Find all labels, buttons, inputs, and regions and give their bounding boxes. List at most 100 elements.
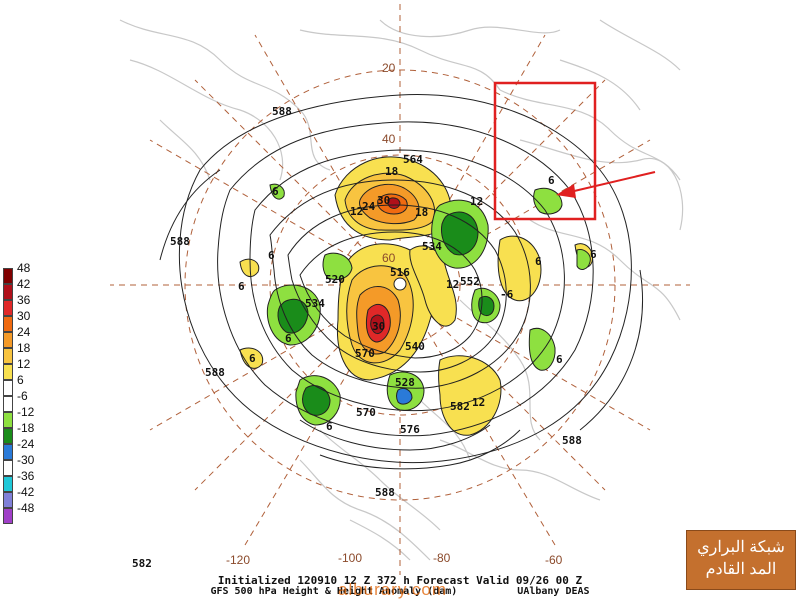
legend-swatch [3, 444, 13, 460]
legend-swatch [3, 300, 13, 316]
anomaly-label: -6 [500, 288, 514, 301]
legend-swatch [3, 380, 13, 396]
legend-row: 24 [3, 325, 63, 348]
legend-swatch [3, 268, 13, 284]
legend-row: 12 [3, 357, 63, 380]
height-label: 582 [450, 400, 470, 413]
anomaly-label: 18 [415, 206, 428, 219]
lat-label-20: 20 [382, 61, 396, 75]
legend-label: 30 [17, 309, 31, 323]
highlight-box [493, 81, 597, 221]
anomaly-label: 6 [272, 185, 279, 198]
legend-swatch [3, 428, 13, 444]
lon-label-80: -80 [433, 551, 451, 565]
legend-swatch [3, 364, 13, 380]
legend-label: 18 [17, 341, 31, 355]
color-legend: 48 42 36 30 24 18 12 6 -6 -12 -18 -24 -30 -36 -42 -48 [3, 261, 63, 524]
anomaly-label: 24 [362, 200, 376, 213]
legend-swatch [3, 348, 13, 364]
height-label: 588 [375, 486, 395, 499]
anomaly-label: 30 [377, 194, 390, 207]
height-label: 528 [395, 376, 415, 389]
brand-line1: شبكة البراري [697, 539, 785, 556]
legend-label: -24 [17, 437, 35, 451]
legend-label: 6 [17, 373, 24, 387]
height-label: 570 [355, 347, 375, 360]
height-label: 582 [132, 557, 152, 570]
legend-label: 42 [17, 277, 31, 291]
anomaly-label: 6 [249, 352, 256, 365]
anomaly-label: 18 [385, 165, 398, 178]
anomaly-label: 6 [590, 248, 597, 261]
legend-label: -48 [17, 501, 35, 515]
height-label: 564 [403, 153, 423, 166]
legend-swatch [3, 508, 13, 524]
brand-line2: المد القادم [705, 561, 777, 578]
height-label: 570 [356, 406, 376, 419]
anomaly-label: 6 [268, 249, 275, 262]
legend-swatch [3, 332, 13, 348]
forecast-init-line: Initialized 120910 12 Z 372 h Forecast V… [217, 574, 583, 587]
brand-logo: شبكة البراري المد القادم [686, 530, 796, 590]
legend-label: 24 [17, 325, 31, 339]
legend-row: -24 [3, 437, 63, 460]
height-label: 520 [325, 273, 345, 286]
pole-marker [393, 277, 407, 291]
height-label: 534 [305, 297, 325, 310]
legend-row: 18 [3, 341, 63, 364]
anomaly-label: 6 [285, 332, 292, 345]
anomaly-fills [239, 156, 594, 436]
legend-swatch [3, 476, 13, 492]
legend-row: 6 [3, 373, 63, 396]
lat-label-60: 60 [382, 251, 396, 265]
legend-row: -12 [3, 405, 63, 428]
height-label: 576 [400, 423, 420, 436]
anomaly-label: 12 [470, 195, 483, 208]
product-title: GFS 500 hPa Height & Height Anomaly (dam… [210, 586, 458, 597]
legend-swatch [3, 412, 13, 428]
lon-label-60: -60 [545, 553, 563, 567]
anomaly-label: 6 [548, 174, 555, 187]
product-line: GFS 500 hPa Height & Height Anomaly (dam… [0, 586, 800, 597]
height-label: 588 [272, 105, 292, 118]
legend-label: -30 [17, 453, 35, 467]
positive-anomaly-south [438, 355, 502, 436]
legend-row: 30 [3, 309, 63, 332]
legend-swatch [3, 396, 13, 412]
legend-row: 36 [3, 293, 63, 316]
red-arrow [556, 171, 656, 198]
legend-row: -42 [3, 485, 63, 508]
legend-swatch [3, 284, 13, 300]
legend-swatch [3, 316, 13, 332]
height-label: 516 [390, 266, 410, 279]
anomaly-label: 6 [326, 420, 333, 433]
legend-row: -18 [3, 421, 63, 444]
height-label: 552 [460, 275, 480, 288]
anomaly-label: 6 [535, 255, 542, 268]
anomaly-label: 30 [372, 320, 385, 333]
legend-row: 42 [3, 277, 63, 300]
coastlines [119, 19, 684, 561]
legend-swatch [3, 460, 13, 476]
legend-label: 12 [17, 357, 31, 371]
legend-label: -6 [17, 389, 28, 403]
height-label: 588 [205, 366, 225, 379]
lon-label-120: -120 [226, 553, 250, 567]
lat-label-40: 40 [382, 132, 396, 146]
watermark: alburary.com [338, 580, 447, 599]
legend-label: -18 [17, 421, 35, 435]
credit-text: UAlbany DEAS [517, 586, 590, 597]
legend-label: 48 [17, 261, 31, 275]
legend-label: 36 [17, 293, 31, 307]
legend-swatch [3, 492, 13, 508]
height-label: 588 [170, 235, 190, 248]
legend-label: -36 [17, 469, 35, 483]
legend-row: -36 [3, 469, 63, 492]
height-label: 540 [405, 340, 425, 353]
legend-label: -12 [17, 405, 35, 419]
height-contours [159, 93, 643, 470]
legend-row: 48 [3, 261, 63, 284]
anomaly-label: 6 [556, 353, 563, 366]
legend-label: -42 [17, 485, 35, 499]
